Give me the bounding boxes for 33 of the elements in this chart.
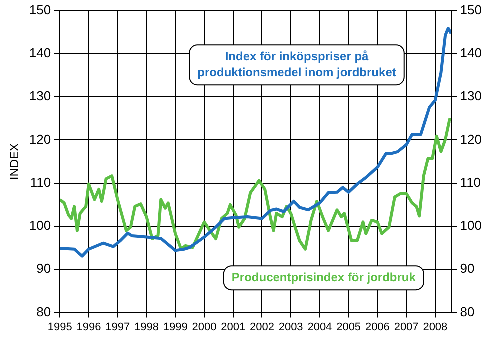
y2-tick-label: 100 [460,218,482,234]
x-tick-label: 1996 [76,321,102,334]
x-tick-label: 2008 [423,321,448,334]
x-tick-label: 2001 [221,321,246,334]
x-tick-label: 2003 [278,321,304,334]
x-tick-label: 1998 [134,321,159,334]
y2-tick-label: 90 [460,261,475,276]
y-tick-label: 110 [30,174,52,190]
x-tick-label: 2004 [308,321,332,334]
y-tick-label: 140 [29,46,52,61]
x-tick-label: 1997 [106,321,130,334]
y-tick-label: 80 [36,304,52,320]
text: Index för inköpspriser på produktionsmedel inom jordbruket [198,49,396,80]
y-axis-title: INDEX [8,143,22,180]
x-tick-label: 1995 [48,321,72,334]
x-tick-label: 2002 [250,321,274,334]
text: Producentprisindex för jordbruk [232,270,416,284]
y-tick-label: 130 [29,88,52,104]
y2-tick-label: 130 [460,88,482,104]
y-tick-label: 120 [29,132,52,147]
y2-tick-label: 120 [460,132,482,147]
x-tick-label: 2005 [336,321,362,334]
y-tick-label: 150 [29,2,52,18]
x-tick-label: 2007 [394,321,419,334]
x-tick-label: 1999 [163,321,188,334]
x-tick-label: 2006 [365,321,390,334]
y2-tick-label: 80 [460,304,475,320]
y-tick-label: 90 [36,261,52,276]
x-tick-label: 2000 [192,321,217,334]
y2-tick-label: 140 [460,46,482,61]
y2-tick-label: 110 [460,174,482,190]
y-tick-label: 100 [29,218,52,234]
y2-tick-label: 150 [460,2,482,18]
